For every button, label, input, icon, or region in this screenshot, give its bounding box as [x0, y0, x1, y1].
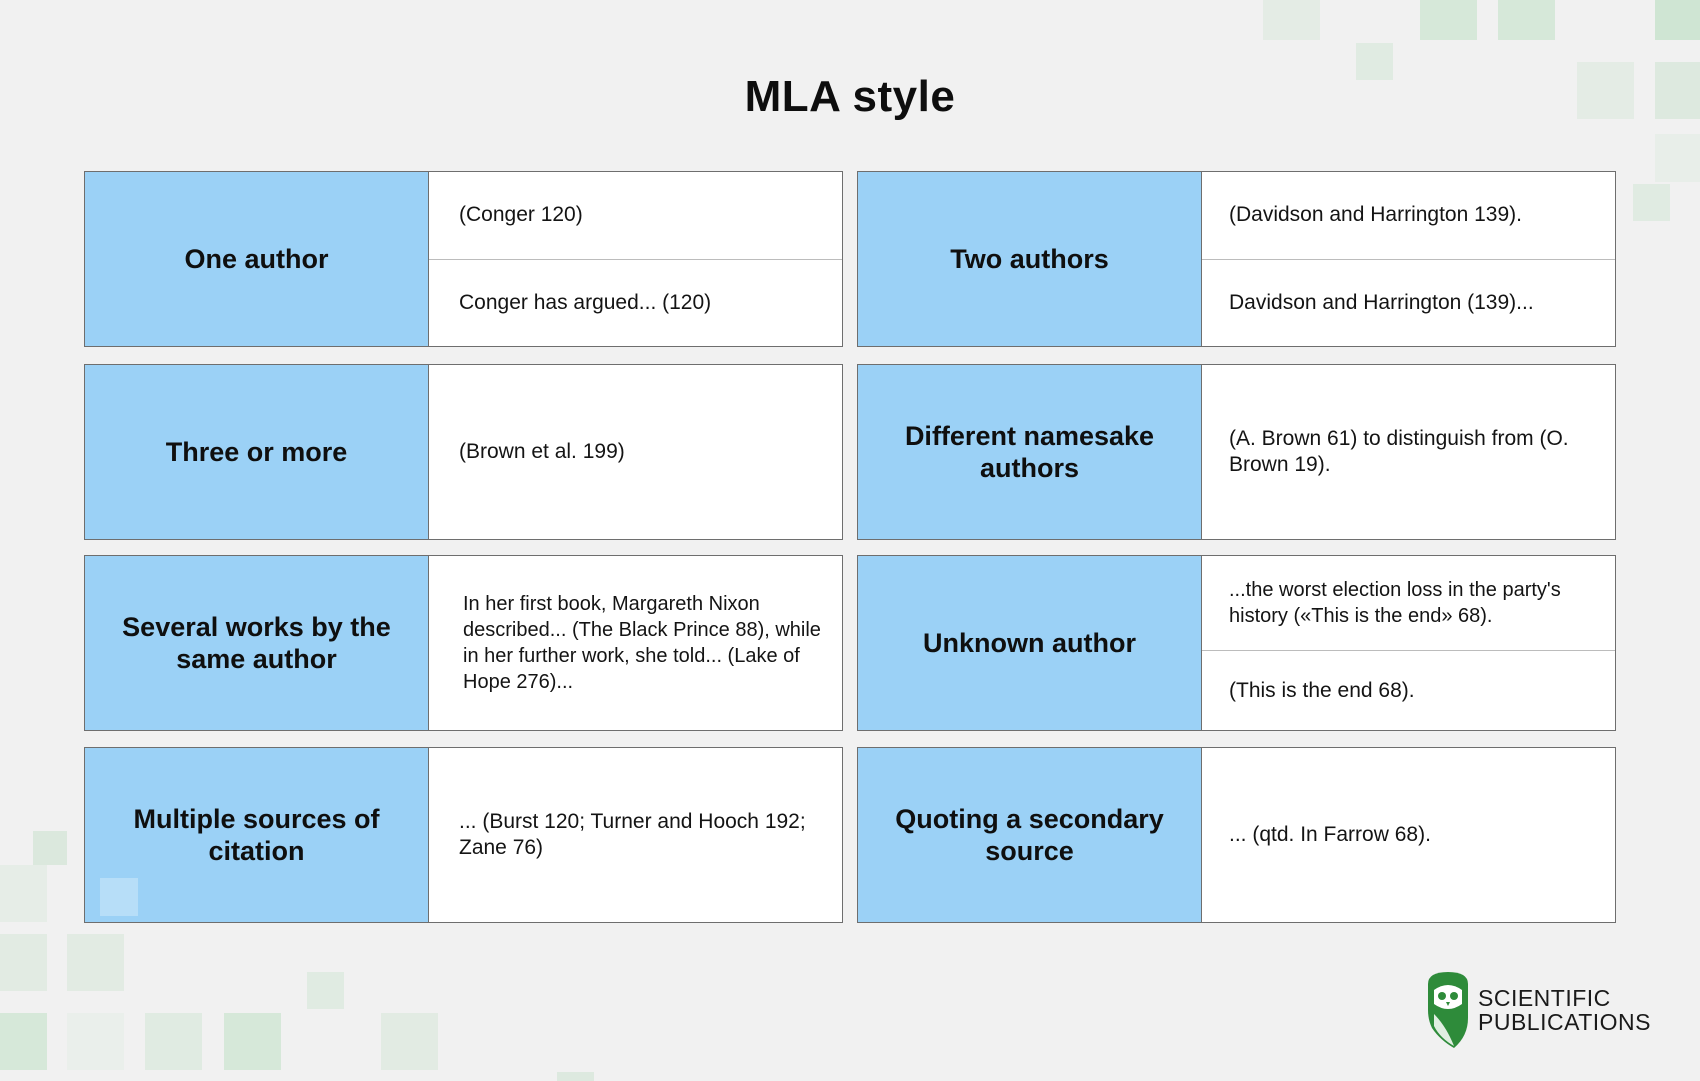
citation-example: ... (qtd. In Farrow 68).: [1229, 823, 1431, 846]
citation-card-namesake-authors: Different namesake authors (A. Brown 61)…: [857, 364, 1616, 540]
citation-example: Conger has argued... (120): [429, 258, 842, 347]
publisher-logo: SCIENTIFIC PUBLICATIONS: [1424, 970, 1651, 1050]
citation-example: (This is the end 68).: [1202, 650, 1615, 730]
citation-card-secondary-source: Quoting a secondary source ... (qtd. In …: [857, 747, 1616, 923]
logo-line-2: PUBLICATIONS: [1478, 1009, 1651, 1035]
page-title: MLA style: [744, 72, 956, 121]
citation-card-unknown-author: Unknown author ...the worst election los…: [857, 555, 1616, 731]
citation-example: (Brown et al. 199): [459, 440, 625, 463]
citation-example: ...the worst election loss in the party'…: [1229, 579, 1561, 628]
card-label: Quoting a secondary source: [858, 748, 1202, 922]
citation-example: (A. Brown 61) to distinguish from (O. Br…: [1229, 427, 1569, 476]
card-label: Several works by the same author: [85, 556, 429, 730]
citation-card-three-or-more: Three or more (Brown et al. 199): [84, 364, 843, 540]
citation-example: ... (Burst 120; Turner and Hooch 192; Za…: [459, 810, 806, 859]
citation-card-multiple-sources: Multiple sources of citation ... (Burst …: [84, 747, 843, 923]
citation-example: (Conger 120): [459, 203, 583, 227]
citation-example: (Davidson and Harrington 139).: [1229, 203, 1522, 227]
citation-card-one-author: One author (Conger 120) Conger has argue…: [84, 171, 843, 347]
card-label: Multiple sources of citation: [85, 748, 429, 922]
card-label: Different namesake authors: [858, 365, 1202, 539]
decor-square: [100, 878, 138, 916]
card-label: Three or more: [85, 365, 429, 539]
logo-line-1: SCIENTIFIC: [1478, 985, 1611, 1011]
citation-example: Davidson and Harrington (139)...: [1202, 258, 1615, 347]
citation-card-two-authors: Two authors (Davidson and Harrington 139…: [857, 171, 1616, 347]
owl-icon: [1428, 972, 1468, 1048]
card-label: Unknown author: [858, 556, 1202, 730]
citation-example: In her first book, Margareth Nixon descr…: [463, 593, 821, 693]
citation-card-several-works: Several works by the same author In her …: [84, 555, 843, 731]
card-label: One author: [85, 172, 429, 346]
card-label: Two authors: [858, 172, 1202, 346]
